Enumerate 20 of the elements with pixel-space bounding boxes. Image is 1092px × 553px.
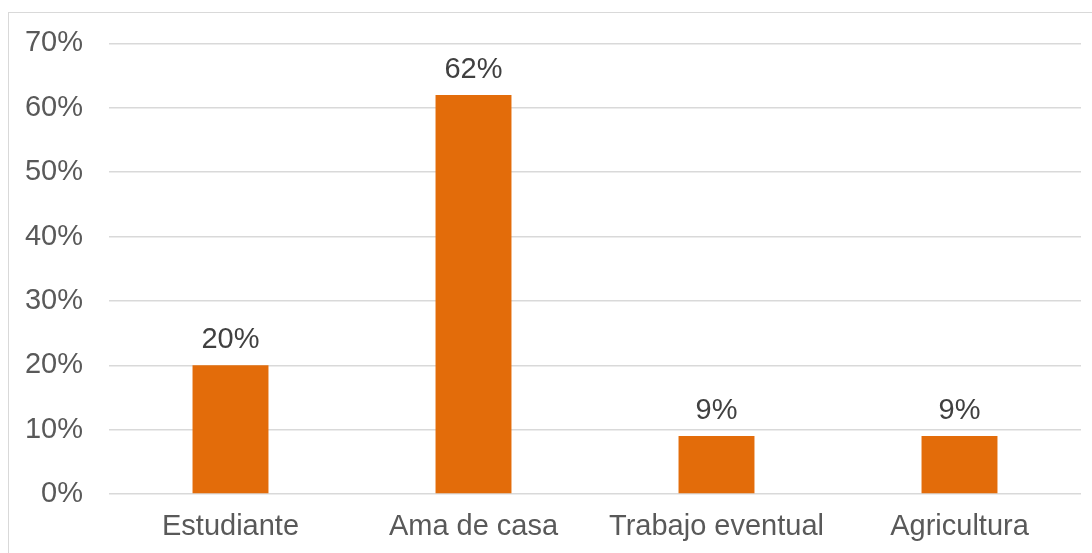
bar [192, 365, 269, 494]
y-tick-label: 40% [24, 218, 83, 251]
data-label: 9% [695, 393, 738, 426]
y-tick-label: 20% [24, 347, 83, 380]
y-tick-label: 60% [24, 89, 83, 122]
x-tick-label: Trabajo eventual [609, 509, 824, 542]
bar [921, 436, 998, 494]
data-label: 20% [201, 322, 260, 355]
y-tick-label: 70% [24, 25, 83, 58]
x-tick-label: Estudiante [161, 509, 300, 542]
bar [678, 436, 755, 494]
y-tick-label: 10% [24, 411, 83, 444]
x-tick-label: Agricultura [890, 509, 1030, 542]
y-tick-label: 50% [24, 154, 83, 187]
data-label: 9% [938, 393, 981, 426]
bar [435, 94, 512, 494]
y-tick-label: 0% [41, 476, 83, 508]
x-tick-label: Ama de casa [388, 509, 559, 542]
y-tick-label: 30% [24, 282, 83, 315]
data-label: 62% [444, 51, 503, 84]
